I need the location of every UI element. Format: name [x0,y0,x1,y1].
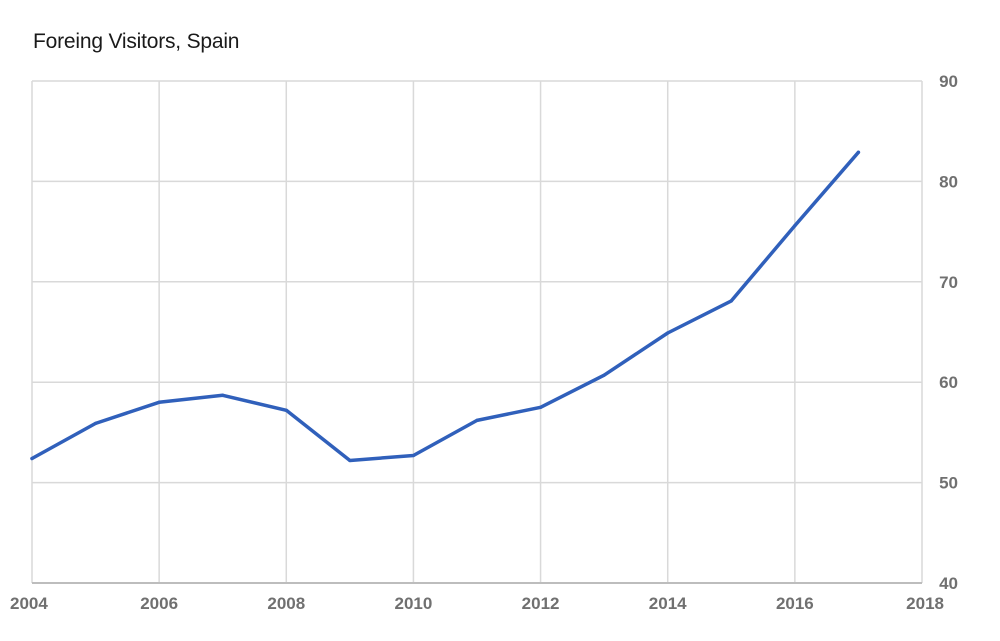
y-tick-label: 80 [939,172,958,191]
y-tick-label: 60 [939,373,958,392]
data-point [30,456,34,461]
y-tick-label: 50 [939,474,958,493]
y-tick-label: 90 [939,72,958,91]
data-point [157,400,161,404]
data-point [793,223,797,228]
x-tick-label: 2004 [10,594,48,613]
x-tick-label: 2012 [522,594,560,613]
x-tick-label: 2014 [649,594,687,613]
data-point [729,299,733,303]
y-tick-label: 40 [939,574,958,593]
x-tick-label: 2018 [906,594,944,613]
data-point [475,418,479,422]
x-tick-label: 2010 [395,594,433,613]
y-tick-label: 70 [939,273,958,292]
data-point [221,393,225,397]
data-point [602,373,606,377]
data-point [666,331,670,335]
data-point [538,405,543,409]
x-tick-label: 2006 [140,594,178,613]
x-tick-label: 2016 [776,594,814,613]
series-line [30,150,861,463]
data-point [856,150,861,154]
data-point [93,421,98,425]
gridlines [31,80,923,584]
data-point [348,458,352,463]
series [30,150,861,463]
chart-title: Foreing Visitors, Spain [33,30,240,53]
x-tick-label: 2008 [267,594,305,613]
data-point [411,453,416,458]
data-point [284,408,288,412]
